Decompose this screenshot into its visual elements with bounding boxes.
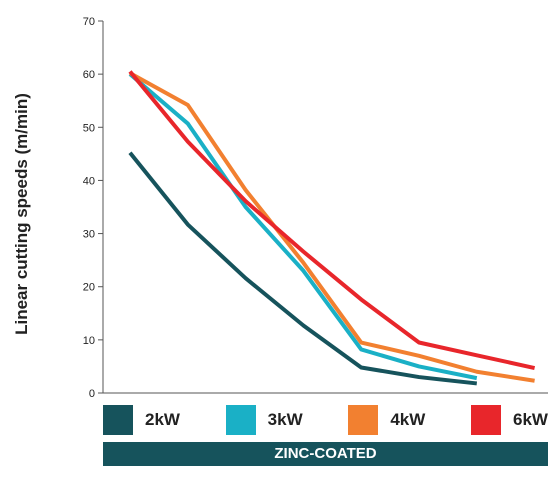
category-banner: ZINC-COATED (103, 442, 548, 466)
legend-swatch (348, 405, 379, 435)
legend-label: 2kW (145, 410, 180, 429)
legend-item-4kw: 4kW (348, 405, 425, 435)
legend-item-2kw: 2kW (103, 405, 180, 435)
legend-label: 3kW (267, 410, 303, 429)
legend: 2kW 3kW 4kW 6kW (103, 405, 548, 435)
legend-swatch (471, 405, 502, 435)
y-tick-label: 70 (83, 16, 95, 28)
y-tick-label: 60 (83, 69, 95, 81)
legend-item-3kw: 3kW (225, 405, 303, 435)
y-tick-label: 0 (89, 388, 95, 400)
legend-label: 6kW (513, 410, 548, 429)
legend-swatch (103, 405, 133, 435)
y-tick-label: 20 (83, 282, 95, 294)
series-line-4kw (129, 71, 535, 383)
y-tick-label: 10 (83, 335, 95, 347)
y-tick-label: 40 (83, 175, 95, 187)
y-tick-label: 50 (83, 122, 95, 134)
series-line-6kw (128, 70, 536, 370)
series-line-3kw (128, 72, 478, 381)
y-axis-label: Linear cutting speeds (m/min) (12, 93, 31, 335)
legend-swatch (225, 405, 256, 435)
plot-area: 0102030405060700.5 mm1 mm1.5 mm2 mm3 mm4… (83, 16, 549, 417)
series-line-2kw (128, 151, 478, 386)
y-tick-label: 30 (83, 229, 95, 241)
legend-item-6kw: 6kW (471, 405, 548, 435)
legend-label: 4kW (390, 410, 426, 429)
